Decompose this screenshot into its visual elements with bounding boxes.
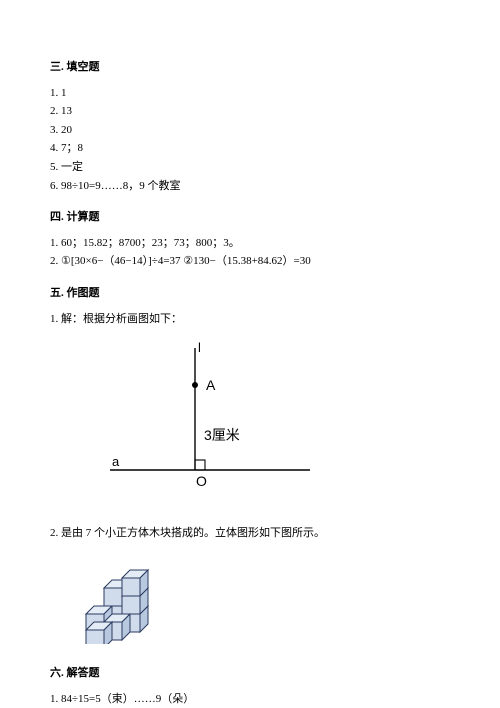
sec3-heading: 三. 填空题 bbox=[50, 59, 450, 77]
dist-label: 3厘米 bbox=[204, 427, 240, 443]
ans-item: 1. 1 bbox=[50, 85, 450, 103]
ans-item: 6. 98÷10=9……8，9 个教室 bbox=[50, 178, 450, 196]
problem-line: 1. 解：根据分析画图如下： bbox=[50, 311, 450, 329]
ans-item: 3. 20 bbox=[50, 122, 450, 140]
a-point-label: A bbox=[206, 377, 216, 393]
o-label: O bbox=[196, 473, 207, 489]
cube-diagram bbox=[78, 554, 450, 651]
ans-item: 5. 一定 bbox=[50, 159, 450, 177]
ans-item: 2. 13 bbox=[50, 103, 450, 121]
ans-item: 4. 7；8 bbox=[50, 140, 450, 158]
ans-item: 2. ①[30×6−（46−14）]÷4=37 ②130−（15.38+84.6… bbox=[50, 253, 450, 271]
perpendicular-diagram: l A 3厘米 a O bbox=[100, 340, 450, 517]
ans-item: 1. 60；15.82；8700；23；73；800；3。 bbox=[50, 235, 450, 253]
a-line-label: a bbox=[112, 454, 120, 469]
sec5-heading: 五. 作图题 bbox=[50, 285, 450, 303]
sec4-heading: 四. 计算题 bbox=[50, 209, 450, 227]
problem-line: 2. 是由 7 个小正方体木块搭成的。立体图形如下图所示。 bbox=[50, 525, 450, 543]
l-label: l bbox=[198, 340, 201, 355]
sec6-heading: 六. 解答题 bbox=[50, 665, 450, 683]
ans-item: 1. 84÷15=5（束）……9（朵） bbox=[50, 691, 450, 708]
